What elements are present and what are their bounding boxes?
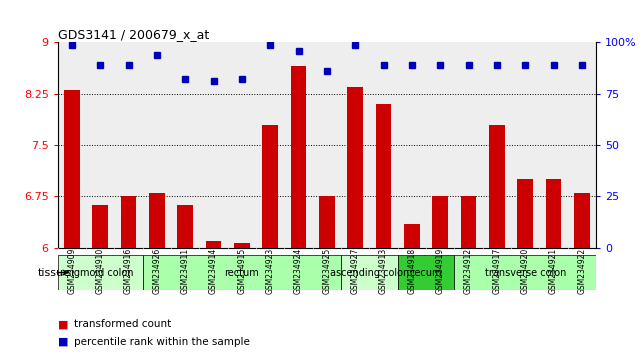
Text: GSM234922: GSM234922 — [578, 248, 587, 294]
Text: GSM234916: GSM234916 — [124, 248, 133, 294]
Bar — [234, 243, 250, 248]
Text: GDS3141 / 200679_x_at: GDS3141 / 200679_x_at — [58, 28, 209, 41]
Text: GSM234923: GSM234923 — [266, 248, 275, 294]
Bar — [398, 255, 454, 290]
Bar — [433, 196, 448, 248]
Text: ascending colon: ascending colon — [329, 268, 409, 278]
Bar — [143, 255, 341, 290]
Text: GSM234910: GSM234910 — [96, 248, 104, 294]
Bar — [58, 255, 143, 290]
Text: ■: ■ — [58, 337, 68, 347]
Text: transverse colon: transverse colon — [485, 268, 566, 278]
Bar — [376, 104, 392, 248]
Bar — [64, 90, 79, 248]
Bar — [319, 196, 335, 248]
Bar — [489, 125, 504, 248]
Text: tissue: tissue — [38, 268, 71, 278]
Text: GSM234925: GSM234925 — [322, 248, 331, 294]
Bar — [404, 224, 420, 248]
Text: GSM234909: GSM234909 — [67, 248, 76, 294]
Text: GSM234920: GSM234920 — [520, 248, 529, 294]
Text: sigmoid colon: sigmoid colon — [67, 268, 134, 278]
Text: GSM234912: GSM234912 — [464, 248, 473, 294]
Text: GSM234927: GSM234927 — [351, 248, 360, 294]
Bar — [517, 179, 533, 248]
Text: GSM234915: GSM234915 — [237, 248, 246, 294]
Text: GSM234919: GSM234919 — [436, 248, 445, 294]
Bar — [206, 241, 221, 248]
Text: cecum: cecum — [410, 268, 442, 278]
Text: GSM234924: GSM234924 — [294, 248, 303, 294]
Bar — [178, 205, 193, 248]
Bar — [92, 205, 108, 248]
Text: GSM234921: GSM234921 — [549, 248, 558, 294]
Text: GSM234918: GSM234918 — [408, 248, 417, 294]
Text: transformed count: transformed count — [74, 319, 171, 329]
Text: GSM234926: GSM234926 — [153, 248, 162, 294]
Bar — [291, 67, 306, 248]
Bar — [262, 125, 278, 248]
Text: GSM234911: GSM234911 — [181, 248, 190, 294]
Text: GSM234913: GSM234913 — [379, 248, 388, 294]
Bar — [546, 179, 562, 248]
Text: ■: ■ — [58, 319, 68, 329]
Bar — [121, 196, 137, 248]
Text: rectum: rectum — [224, 268, 259, 278]
Bar — [347, 87, 363, 248]
Text: GSM234917: GSM234917 — [492, 248, 501, 294]
Bar — [341, 255, 398, 290]
Bar — [574, 193, 590, 248]
Bar — [461, 196, 476, 248]
Bar — [454, 255, 596, 290]
Text: percentile rank within the sample: percentile rank within the sample — [74, 337, 249, 347]
Bar — [149, 193, 165, 248]
Text: GSM234914: GSM234914 — [209, 248, 218, 294]
